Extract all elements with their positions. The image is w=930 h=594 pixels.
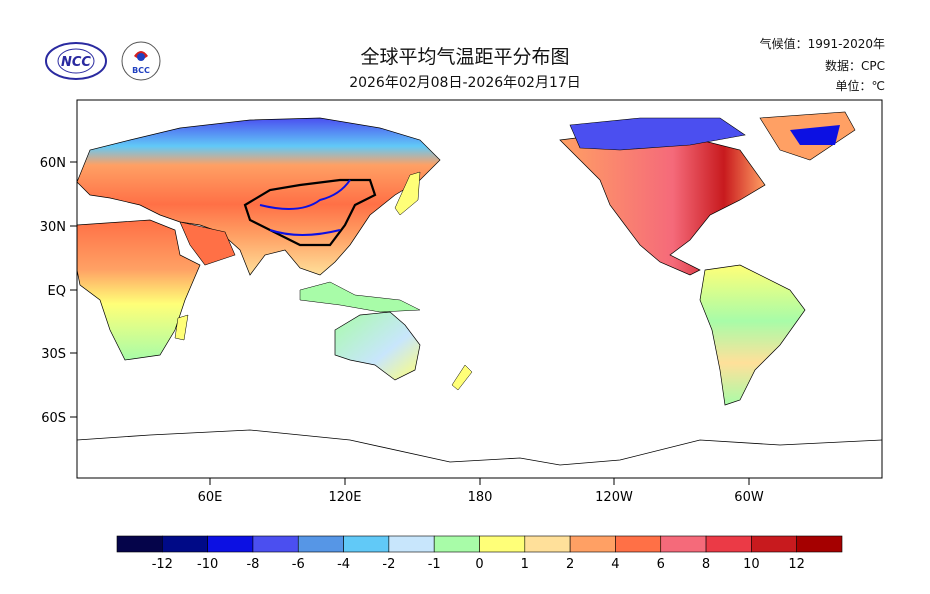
colorbar-swatch — [615, 535, 662, 553]
colorbar-swatch — [162, 535, 208, 553]
axis-ticks — [70, 161, 750, 485]
colorbar-swatch — [751, 535, 797, 553]
colorbar-label: 1 — [521, 557, 529, 572]
ncc-logo: NCC — [40, 40, 112, 86]
south-america-landmass — [699, 264, 806, 406]
australia-landmass — [334, 311, 421, 381]
japan-landmass — [394, 171, 421, 216]
colorbar-swatch — [524, 535, 571, 553]
colorbar-swatch — [388, 535, 435, 553]
colorbar-label: -10 — [197, 557, 218, 572]
colorbar-swatch — [343, 535, 390, 553]
lon-label: 60E — [198, 490, 223, 505]
colorbar-label: 2 — [566, 557, 574, 572]
colorbar-swatch — [433, 535, 480, 553]
indonesia-landmass — [299, 281, 421, 313]
colorbar-swatch — [479, 535, 526, 553]
colorbar-label: 8 — [702, 557, 710, 572]
colorbar-swatch — [252, 535, 299, 553]
colorbar-swatch — [705, 535, 752, 553]
lat-label: 60S — [41, 411, 66, 426]
antarctica-coast — [77, 429, 882, 466]
colorbar-swatch — [796, 535, 843, 553]
lon-label: 60W — [734, 490, 764, 505]
rivers — [259, 179, 351, 236]
colorbar-label: -1 — [428, 557, 441, 572]
colorbar-label: 10 — [743, 557, 760, 572]
colorbar-label: 12 — [788, 557, 805, 572]
ncc-logo-text: NCC — [61, 55, 91, 70]
colorbar-swatch — [297, 535, 344, 553]
lon-label: 120E — [328, 490, 361, 505]
colorbar-swatch — [569, 535, 616, 553]
arabian-peninsula-landmass — [179, 221, 236, 266]
lat-label: 30N — [40, 220, 66, 235]
lat-label: 60N — [40, 156, 66, 171]
colorbar-label: -2 — [382, 557, 395, 572]
colorbar-label: -4 — [337, 557, 350, 572]
colorbar-swatch — [116, 535, 163, 553]
colorbar-label: -6 — [292, 557, 305, 572]
lon-label: 180 — [468, 490, 493, 505]
colorbar-label: -12 — [152, 557, 173, 572]
colorbar-label: -8 — [246, 557, 259, 572]
date-range: 2026年02月08日-2026年02月17日 — [349, 75, 581, 91]
greenland-cold-anomaly — [790, 125, 840, 145]
colorbar-swatch — [207, 535, 254, 553]
page-title: 全球平均气温距平分布图 — [360, 46, 570, 68]
new-zealand-landmass — [451, 364, 473, 391]
data-source: 数据：CPC — [825, 59, 885, 73]
canadian-arctic-landmass — [569, 117, 746, 151]
madagascar-landmass — [174, 314, 189, 341]
colorbar-swatch — [660, 535, 707, 553]
unit-label: 单位：℃ — [835, 79, 885, 93]
lat-label: 30S — [41, 347, 66, 362]
bcc-logo: BCC — [120, 40, 162, 86]
lon-label: 120W — [595, 490, 633, 505]
colorbar-label: 4 — [611, 557, 619, 572]
colorbar: -12 -10 -8 -6 -4 -2 -1 0 1 2 4 6 8 10 12 — [116, 535, 843, 572]
bcc-logo-text: BCC — [132, 66, 150, 75]
colorbar-label: 6 — [657, 557, 665, 572]
africa-landmass — [77, 219, 201, 361]
colorbar-label: 0 — [475, 557, 483, 572]
climatology-period: 气候值：1991-2020年 — [759, 37, 885, 51]
lat-label: EQ — [48, 284, 66, 299]
